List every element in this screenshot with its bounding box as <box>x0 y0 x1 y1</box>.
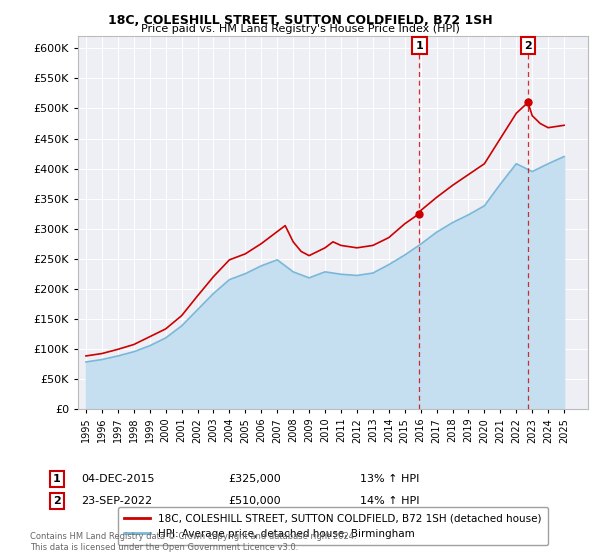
Text: Contains HM Land Registry data © Crown copyright and database right 2024.
This d: Contains HM Land Registry data © Crown c… <box>30 532 356 552</box>
Text: Price paid vs. HM Land Registry's House Price Index (HPI): Price paid vs. HM Land Registry's House … <box>140 24 460 34</box>
Text: 13% ↑ HPI: 13% ↑ HPI <box>360 474 419 484</box>
Text: 23-SEP-2022: 23-SEP-2022 <box>81 496 152 506</box>
Text: 14% ↑ HPI: 14% ↑ HPI <box>360 496 419 506</box>
Text: £510,000: £510,000 <box>228 496 281 506</box>
Text: 1: 1 <box>416 41 423 51</box>
Text: 18C, COLESHILL STREET, SUTTON COLDFIELD, B72 1SH: 18C, COLESHILL STREET, SUTTON COLDFIELD,… <box>107 14 493 27</box>
Text: £325,000: £325,000 <box>228 474 281 484</box>
Text: 2: 2 <box>53 496 61 506</box>
Legend: 18C, COLESHILL STREET, SUTTON COLDFIELD, B72 1SH (detached house), HPI: Average : 18C, COLESHILL STREET, SUTTON COLDFIELD,… <box>118 507 548 545</box>
Text: 1: 1 <box>53 474 61 484</box>
Text: 04-DEC-2015: 04-DEC-2015 <box>81 474 155 484</box>
Text: 2: 2 <box>524 41 532 51</box>
